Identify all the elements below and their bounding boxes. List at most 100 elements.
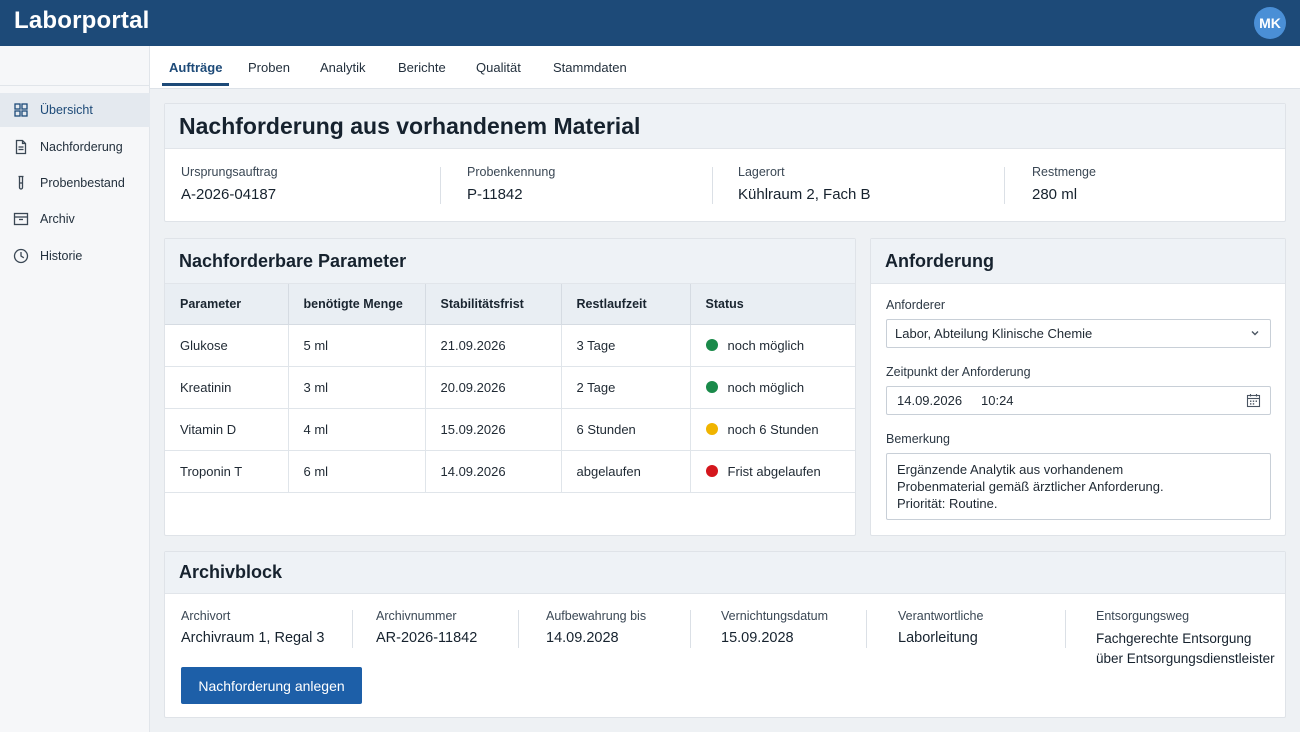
cell-status: Frist abgelaufen: [690, 450, 855, 493]
grid-icon: [13, 102, 29, 118]
cell-parameter: Troponin T: [165, 450, 289, 493]
status-dot-icon: [705, 422, 718, 435]
status-dot-icon: [705, 380, 718, 393]
column-header[interactable]: Stabilitätsfrist: [425, 284, 562, 325]
field-archivort: Archivort Archivraum 1, Regal 3: [181, 609, 324, 646]
tab-stammdaten[interactable]: Stammdaten: [553, 60, 627, 75]
field-label: Vernichtungsdatum: [721, 609, 829, 623]
create-request-button[interactable]: Nachforderung anlegen: [181, 667, 362, 704]
cell-frist: 15.09.2026: [425, 408, 562, 451]
cell-frist: 21.09.2026: [425, 324, 562, 367]
parameters-table: Parameter benötigte Menge Stabilitätsfri…: [165, 284, 855, 493]
column-header[interactable]: Status: [690, 284, 855, 325]
table-header-row: Parameter benötigte Menge Stabilitätsfri…: [165, 284, 855, 325]
remark-line: Probenmaterial gemäß ärztlicher Anforder…: [897, 479, 1164, 494]
cell-restlaufzeit: 2 Tage: [561, 366, 691, 409]
tab-analytik[interactable]: Analytik: [320, 60, 366, 75]
sidebar-item-label: Nachforderung: [40, 140, 123, 154]
section-title: Archivblock: [165, 552, 1285, 594]
field-label: Aufbewahrung bis: [546, 609, 647, 623]
column-header[interactable]: benötigte Menge: [288, 284, 426, 325]
field-label: Restmenge: [1032, 165, 1096, 179]
section-title: Nachforderbare Parameter: [165, 239, 855, 284]
status-dot-icon: [705, 464, 718, 477]
calendar-icon[interactable]: [1246, 393, 1261, 408]
field-vernichtungsdatum: Vernichtungsdatum 15.09.2028: [721, 609, 828, 646]
table-row[interactable]: Vitamin D 4 ml 15.09.2026 6 Stunden noch…: [165, 408, 855, 451]
requester-label: Anforderer: [886, 298, 946, 312]
top-bar: Laborportal MK: [0, 0, 1300, 46]
user-avatar[interactable]: MK: [1254, 7, 1286, 39]
cell-status: noch möglich: [690, 366, 855, 409]
test-tube-icon: [13, 175, 29, 191]
field-probenkennung: Probenkennung P-11842: [467, 165, 555, 203]
cell-status: noch 6 Stunden: [690, 408, 855, 451]
field-label: Probenkennung: [467, 165, 556, 179]
divider: [352, 610, 353, 648]
requester-select[interactable]: Labor, Abteilung Klinische Chemie: [886, 319, 1271, 348]
divider: [712, 167, 713, 204]
field-label: Entsorgungsweg: [1096, 609, 1190, 623]
field-value: 280 ml: [1032, 186, 1078, 203]
column-header[interactable]: Restlaufzeit: [561, 284, 691, 325]
status-text: noch 6 Stunden: [727, 421, 819, 437]
field-entsorgungsweg: Entsorgungsweg Fachgerechte Entsorgung ü…: [1096, 609, 1275, 669]
remark-line: Ergänzende Analytik aus vorhandenem: [897, 462, 1124, 477]
cell-restlaufzeit: 3 Tage: [561, 324, 691, 367]
cell-status: noch möglich: [690, 324, 855, 367]
field-label: Verantwortliche: [898, 609, 984, 623]
sidebar-header: [0, 46, 149, 86]
field-value: 14.09.2028: [546, 630, 619, 646]
cell-menge: 4 ml: [288, 408, 426, 451]
field-value: AR-2026-11842: [376, 630, 478, 646]
table-row[interactable]: Kreatinin 3 ml 20.09.2026 2 Tage noch mö…: [165, 366, 855, 409]
tab-proben[interactable]: Proben: [248, 60, 290, 75]
sidebar-item-nachforderung[interactable]: Nachforderung: [0, 130, 150, 164]
cell-restlaufzeit: 6 Stunden: [561, 408, 691, 451]
clock-icon: [13, 248, 29, 264]
tab-qualitaet[interactable]: Qualität: [476, 60, 521, 75]
divider: [1004, 167, 1005, 204]
column-header[interactable]: Parameter: [165, 284, 289, 325]
app-title: Laborportal: [14, 7, 150, 34]
field-value: P-11842: [467, 186, 523, 203]
sidebar-item-historie[interactable]: Historie: [0, 239, 150, 273]
cell-menge: 6 ml: [288, 450, 426, 493]
field-value: A-2026-04187: [181, 186, 277, 203]
cell-parameter: Kreatinin: [165, 366, 289, 409]
cell-parameter: Glukose: [165, 324, 289, 367]
table-row[interactable]: Troponin T 6 ml 14.09.2026 abgelaufen Fr…: [165, 450, 855, 493]
sidebar-item-label: Historie: [40, 249, 83, 263]
section-title: Anforderung: [871, 239, 1285, 284]
tab-auftraege[interactable]: Aufträge: [161, 46, 230, 89]
field-ursprungsauftrag: Ursprungsauftrag A-2026-04187: [181, 165, 278, 203]
sidebar-item-label: Probenbestand: [40, 176, 125, 190]
divider: [866, 610, 867, 648]
field-value: Fachgerechte Entsorgung über Entsorgungs…: [1096, 629, 1275, 669]
sidebar-item-uebersicht[interactable]: Übersicht: [0, 93, 150, 127]
document-icon: [13, 139, 29, 155]
main-tabs: Aufträge Proben Analytik Berichte Qualit…: [150, 46, 1300, 89]
cell-parameter: Vitamin D: [165, 408, 289, 451]
remark-line: Priorität: Routine.: [897, 496, 998, 511]
datetime-label: Zeitpunkt der Anforderung: [886, 365, 1031, 379]
datetime-input[interactable]: 14.09.2026 10:24: [886, 386, 1271, 415]
tab-berichte[interactable]: Berichte: [398, 60, 446, 75]
field-restmenge: Restmenge 280 ml: [1032, 165, 1096, 203]
field-value: Archivraum 1, Regal 3: [181, 630, 325, 646]
order-summary-card: Nachforderung aus vorhandenem Material U…: [164, 103, 1286, 222]
remark-label: Bemerkung: [886, 432, 950, 446]
sidebar-item-archiv[interactable]: Archiv: [0, 202, 150, 236]
archive-icon: [13, 211, 29, 227]
cell-frist: 20.09.2026: [425, 366, 562, 409]
field-label: Lagerort: [738, 165, 785, 179]
cell-menge: 3 ml: [288, 366, 426, 409]
remark-textarea[interactable]: Ergänzende Analytik aus vorhandenem Prob…: [886, 453, 1271, 520]
field-value: Laborleitung: [898, 630, 978, 646]
sidebar-item-probenbestand[interactable]: Probenbestand: [0, 166, 150, 200]
status-text: noch möglich: [727, 337, 805, 353]
cell-restlaufzeit: abgelaufen: [561, 450, 691, 493]
page-title: Nachforderung aus vorhandenem Material: [165, 104, 1285, 149]
table-row[interactable]: Glukose 5 ml 21.09.2026 3 Tage noch mögl…: [165, 324, 855, 367]
field-archivnummer: Archivnummer AR-2026-11842: [376, 609, 477, 646]
